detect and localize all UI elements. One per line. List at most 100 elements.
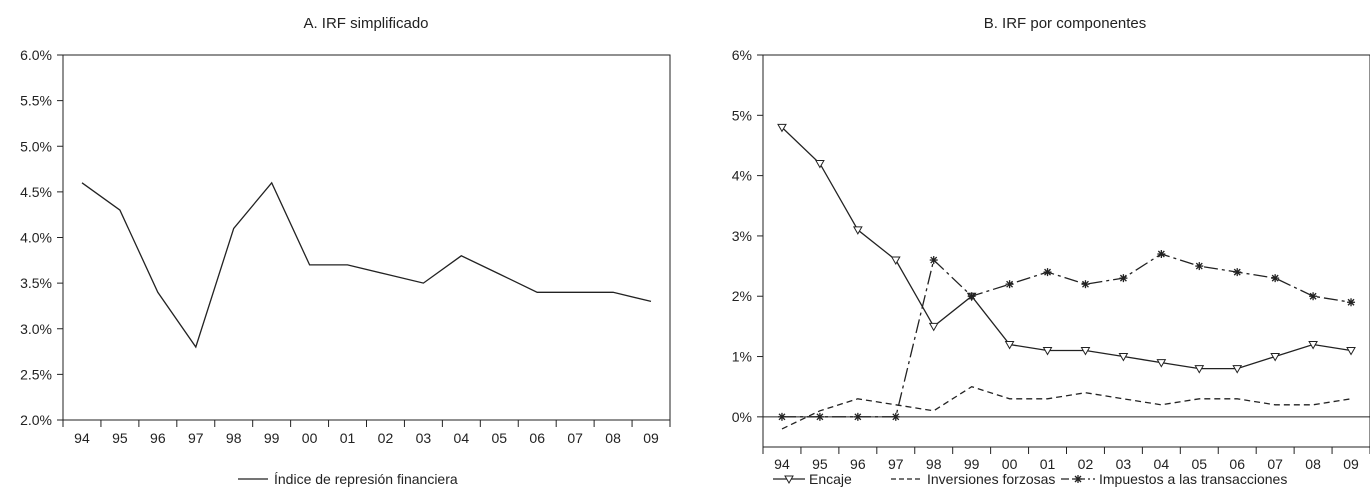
- panel-a-series: [81, 181, 652, 349]
- x-tick-label: 96: [850, 456, 866, 472]
- panel-b-title: B. IRF por componentes: [984, 15, 1147, 32]
- data-point-asterisk: [891, 412, 900, 421]
- x-tick-label: 02: [378, 430, 394, 446]
- panel-b-axes: 0% 1% 2% 3% 4% 5% 6% 94 95 96 97 98 99 00 01 02 03 04 05 06…: [732, 47, 1370, 472]
- y-tick-label: 3.0%: [20, 321, 52, 337]
- x-tick-label: 99: [264, 430, 280, 446]
- panel-b-plot-frame: [762, 54, 1370, 448]
- data-point-asterisk: [1271, 274, 1280, 283]
- data-point-asterisk: [1347, 298, 1356, 307]
- x-tick-label: 08: [1305, 456, 1321, 472]
- y-tick-label: 1%: [732, 349, 752, 365]
- x-tick-label: 96: [150, 430, 166, 446]
- data-point-triangle: [1232, 365, 1243, 374]
- data-point-triangle: [815, 160, 825, 169]
- panel-b-series: [777, 123, 1356, 430]
- x-tick-label: 04: [1154, 456, 1170, 472]
- series-line: [781, 385, 1352, 430]
- data-point-asterisk: [853, 412, 862, 421]
- x-tick-label: 06: [1229, 456, 1245, 472]
- data-point-asterisk: [1157, 250, 1166, 259]
- y-tick-label: 5%: [732, 107, 752, 123]
- y-tick-label: 4.0%: [20, 230, 52, 246]
- x-tick-label: 07: [1267, 456, 1283, 472]
- data-point-triangle: [890, 256, 901, 266]
- series-line: [81, 181, 652, 349]
- y-tick-label: 3.5%: [20, 275, 52, 291]
- data-point-triangle: [1346, 347, 1356, 356]
- x-tick-label: 09: [1343, 456, 1359, 472]
- panel-a-legend: Índice de represión financiera: [238, 471, 458, 487]
- series-line: [782, 253, 1352, 418]
- x-tick-label: 97: [888, 456, 904, 472]
- data-point-triangle: [1004, 340, 1015, 350]
- data-point-asterisk: [967, 292, 976, 301]
- y-tick-label: 4.5%: [20, 184, 52, 200]
- legend-marker: [1074, 475, 1082, 483]
- x-tick-label: 04: [454, 430, 470, 446]
- data-point-triangle: [1308, 340, 1318, 350]
- panel-a-irf-simplificado: A. IRF simplificado 2.0% 2.5% 3.0% 3.5% 4.0%…: [20, 15, 671, 487]
- x-tick-label: 06: [529, 430, 545, 446]
- panel-a-axes: 2.0% 2.5% 3.0% 3.5% 4.0% 4.5% 5.0% 5.5% 6.0% 94 95…: [20, 47, 671, 446]
- data-point-asterisk: [777, 412, 786, 421]
- legend-marker: [784, 475, 794, 485]
- x-tick-label: 98: [226, 430, 242, 446]
- x-tick-label: 97: [188, 430, 204, 446]
- data-point-asterisk: [929, 256, 938, 265]
- data-point-asterisk: [1005, 280, 1014, 289]
- data-point-triangle: [1194, 365, 1205, 374]
- x-tick-label: 95: [812, 456, 828, 472]
- y-tick-label: 2.0%: [20, 412, 52, 428]
- data-point-asterisk: [1043, 268, 1052, 277]
- panel-b-irf-por-componentes: B. IRF por componentes 0% 1% 2% 3% 4% 5% 6% 94 9…: [732, 15, 1370, 487]
- x-tick-label: 05: [491, 430, 507, 446]
- data-point-asterisk: [1081, 280, 1090, 289]
- legend-label: Impuestos a las transacciones: [1099, 471, 1287, 487]
- panel-b-legend: Encaje Inversiones forzosas Impuestos a la…: [773, 471, 1287, 487]
- y-tick-label: 3%: [732, 228, 752, 244]
- x-tick-label: 05: [1191, 456, 1207, 472]
- x-tick-label: 09: [643, 430, 659, 446]
- y-tick-label: 5.0%: [20, 138, 52, 154]
- data-point-triangle: [928, 322, 939, 332]
- x-tick-label: 98: [926, 456, 942, 472]
- panel-a-title: A. IRF simplificado: [303, 15, 428, 32]
- data-point-triangle: [1156, 359, 1167, 368]
- y-tick-label: 2%: [732, 288, 752, 304]
- data-point-asterisk: [1309, 292, 1318, 301]
- x-tick-label: 00: [302, 430, 318, 446]
- x-tick-label: 03: [416, 430, 432, 446]
- legend-label: Índice de represión financiera: [274, 471, 458, 487]
- y-tick-label: 5.5%: [20, 93, 52, 109]
- data-point-triangle: [1042, 347, 1053, 356]
- x-tick-label: 94: [74, 430, 90, 446]
- legend-label: Inversiones forzosas: [927, 471, 1055, 487]
- y-tick-label: 4%: [732, 168, 752, 184]
- x-tick-label: 95: [112, 430, 128, 446]
- legend-label: Encaje: [809, 471, 852, 487]
- panel-a-plot-frame: [62, 54, 671, 421]
- x-tick-label: 02: [1078, 456, 1094, 472]
- series-line: [781, 126, 1352, 370]
- x-tick-label: 00: [1002, 456, 1018, 472]
- data-point-triangle: [1270, 353, 1281, 362]
- x-tick-label: 03: [1116, 456, 1132, 472]
- data-point-asterisk: [1233, 268, 1242, 277]
- data-point-triangle: [852, 226, 863, 235]
- data-point-triangle: [1118, 353, 1129, 362]
- data-point-asterisk: [815, 412, 824, 421]
- x-tick-label: 01: [340, 430, 356, 446]
- y-tick-label: 6%: [732, 47, 752, 63]
- data-point-asterisk: [1119, 274, 1128, 283]
- x-tick-label: 07: [567, 430, 583, 446]
- x-tick-label: 08: [605, 430, 621, 446]
- x-tick-label: 01: [1040, 456, 1056, 472]
- y-tick-label: 2.5%: [20, 366, 52, 382]
- data-point-triangle: [777, 123, 787, 133]
- y-tick-label: 6.0%: [20, 47, 52, 63]
- data-point-triangle: [1080, 347, 1091, 356]
- data-point-asterisk: [1195, 262, 1204, 271]
